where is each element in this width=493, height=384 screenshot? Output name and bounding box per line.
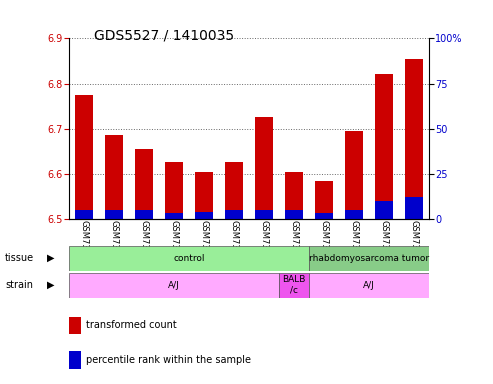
Bar xyxy=(405,197,423,219)
Text: BALB
/c: BALB /c xyxy=(282,275,306,295)
Bar xyxy=(309,246,429,271)
Bar xyxy=(69,273,279,298)
Bar xyxy=(345,131,363,219)
Bar xyxy=(255,210,273,219)
Bar xyxy=(165,214,183,219)
Bar xyxy=(255,118,273,219)
Text: control: control xyxy=(173,254,205,263)
Text: A/J: A/J xyxy=(168,281,180,290)
Bar xyxy=(285,172,303,219)
Text: ▶: ▶ xyxy=(47,280,54,290)
Text: percentile rank within the sample: percentile rank within the sample xyxy=(86,355,251,365)
Bar xyxy=(309,273,429,298)
Text: transformed count: transformed count xyxy=(86,320,177,331)
Text: A/J: A/J xyxy=(363,281,375,290)
Bar xyxy=(225,210,243,219)
Text: rhabdomyosarcoma tumor: rhabdomyosarcoma tumor xyxy=(309,254,429,263)
Text: strain: strain xyxy=(5,280,33,290)
Bar xyxy=(195,212,213,219)
Bar xyxy=(75,95,93,219)
Bar xyxy=(75,210,93,219)
Bar xyxy=(375,201,393,219)
Bar xyxy=(69,246,309,271)
Bar xyxy=(279,273,309,298)
Bar xyxy=(315,214,333,219)
Text: tissue: tissue xyxy=(5,253,34,263)
Bar xyxy=(195,172,213,219)
Bar xyxy=(165,162,183,219)
Bar xyxy=(135,149,153,219)
Bar xyxy=(375,74,393,219)
Bar xyxy=(225,162,243,219)
Text: ▶: ▶ xyxy=(47,253,54,263)
Text: GDS5527 / 1410035: GDS5527 / 1410035 xyxy=(94,29,234,43)
Bar xyxy=(105,210,123,219)
Bar xyxy=(135,210,153,219)
Bar xyxy=(315,180,333,219)
Bar xyxy=(345,210,363,219)
Bar xyxy=(405,59,423,219)
Bar xyxy=(105,136,123,219)
Bar xyxy=(285,210,303,219)
